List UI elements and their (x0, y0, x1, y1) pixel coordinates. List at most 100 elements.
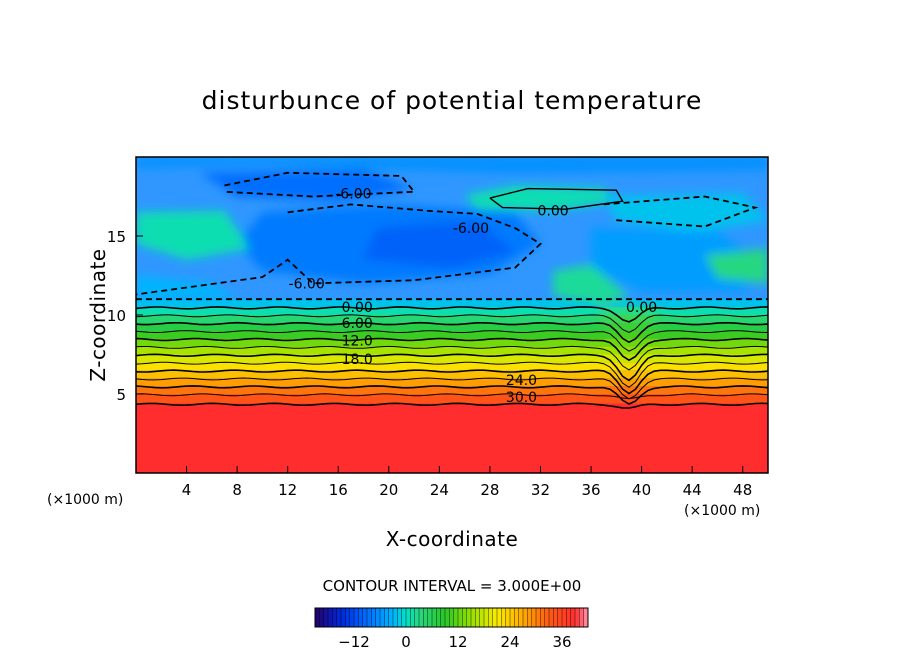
anomaly-0 (199, 169, 415, 202)
anomaly-5 (603, 193, 768, 233)
y-axis-label: Z-coordinate (86, 248, 110, 382)
anomaly-7 (553, 264, 629, 306)
colorbar-swatch-15 (380, 608, 385, 627)
colorbar-swatch-2 (323, 608, 329, 627)
colorbar-swatch-32 (453, 608, 459, 627)
contour-line-12 (136, 306, 768, 323)
colorbar-swatch-42 (497, 608, 502, 627)
colorbar-tick-3: 24 (500, 633, 519, 651)
colorbar-swatch-24 (419, 608, 424, 627)
contour-line-9 (136, 330, 768, 352)
x-axis: 4 8 12 16 20 24 28 32 36 40 44 48 (182, 466, 752, 499)
contour-interval: CONTOUR INTERVAL = 3.000E+00 (322, 577, 582, 595)
colorbar-swatch-56 (557, 608, 563, 627)
x-axis-label: X-coordinate (385, 527, 519, 551)
band-4 (136, 370, 768, 379)
x-unit-left: (×1000 m) (47, 492, 124, 508)
contour-line-6 (136, 353, 768, 382)
contour-labels: -6.00-6.00-6.000.000.00 0.006.0012.018.02… (289, 186, 658, 406)
colorbar-swatch-9 (354, 608, 359, 627)
contour-line-4 (136, 369, 768, 395)
colorbar-swatch-47 (518, 608, 524, 627)
x-tick-label-1: 8 (232, 481, 242, 499)
band-12 (136, 307, 768, 315)
plot-area (136, 157, 768, 473)
colorbar-swatch-59 (570, 608, 576, 627)
contour-label-2: -6.00 (289, 276, 325, 292)
anomaly-8 (704, 248, 768, 284)
colorbar-swatch-44 (505, 608, 511, 627)
colorbar-swatch-19 (397, 608, 403, 627)
colorbar-swatch-50 (531, 608, 537, 627)
colorbar-tick-0: −12 (338, 633, 370, 651)
colorbar-swatch-12 (367, 608, 372, 627)
contour-label-5: 0.00 (626, 300, 657, 316)
y-tick-label-0: 5 (116, 386, 126, 404)
colorbar-swatch-25 (423, 608, 429, 627)
colorbar-swatch-35 (466, 608, 472, 627)
colorbar-swatch-13 (371, 608, 377, 627)
anomaly-3 (464, 185, 617, 211)
contour-line-5 (136, 361, 768, 388)
colorbar-swatch-37 (475, 608, 481, 627)
contour-lines (136, 171, 768, 409)
colorbar-swatch-52 (540, 608, 546, 627)
colorbar-swatch-40 (488, 608, 494, 627)
x-tick-label-3: 16 (329, 481, 348, 499)
colorbar-swatch-8 (349, 608, 355, 627)
anomaly-10 (136, 157, 768, 173)
colorbar-swatch-17 (388, 608, 394, 627)
colorbar-frame (314, 607, 589, 628)
colorbar-swatch-43 (501, 608, 507, 627)
colorbar-swatch-34 (462, 608, 468, 627)
colorbar-swatch-11 (362, 608, 368, 627)
contour-label-9: 24.0 (506, 373, 537, 389)
x-tick-label-0: 4 (182, 481, 192, 499)
band-2 (136, 386, 768, 394)
colorbar-swatch-10 (358, 608, 364, 627)
band-8 (136, 338, 768, 347)
colorbar-swatch-53 (544, 608, 550, 627)
band-3 (136, 378, 768, 387)
band-11 (136, 315, 768, 323)
zero-contour-0 (489, 187, 624, 210)
colorbar-swatch-49 (527, 608, 533, 627)
colorbar-tick-2: 12 (448, 633, 467, 651)
contour-line-0 (136, 402, 768, 409)
contour-line-10 (136, 321, 768, 344)
contour-label-10: 30.0 (506, 390, 537, 406)
colorbar-swatch-30 (445, 608, 450, 627)
colorbar-swatch-60 (575, 608, 580, 627)
contour-line-1 (136, 393, 768, 400)
colorbar-swatch-3 (328, 608, 333, 627)
band-13 (136, 299, 768, 308)
band-6 (136, 354, 768, 363)
colorbar-swatch-16 (384, 608, 390, 627)
color-bands (136, 299, 768, 473)
colorbar-swatch-41 (492, 608, 498, 627)
colorbar-swatch-46 (514, 608, 520, 627)
contour-label-0: -6.00 (335, 186, 371, 202)
band-5 (136, 362, 768, 371)
x-tick-label-2: 12 (278, 481, 297, 499)
colorbar-swatch-48 (523, 608, 528, 627)
anomaly-4 (136, 210, 250, 260)
colorbar-swatch-45 (510, 608, 515, 627)
x-tick-label-9: 40 (632, 481, 651, 499)
colorbar-swatch-61 (579, 608, 585, 627)
x-unit-right: (×1000 m) (684, 503, 761, 519)
colorbar-swatch-6 (341, 608, 346, 627)
colorbar-swatch-26 (427, 608, 433, 627)
band-1 (136, 394, 768, 404)
colorbar-swatch-51 (536, 608, 541, 627)
colorbar-swatch-39 (484, 608, 489, 627)
y-tick-label-2: 15 (107, 228, 126, 246)
colorbar-swatch-0 (315, 608, 320, 627)
colorbar-swatch-23 (414, 608, 420, 627)
colorbar-swatch-28 (436, 608, 442, 627)
colorbar-swatch-38 (479, 608, 485, 627)
colorbar-swatch-4 (332, 608, 338, 627)
band-7 (136, 346, 768, 355)
band-10 (136, 322, 768, 331)
anomaly-regions (136, 157, 768, 363)
